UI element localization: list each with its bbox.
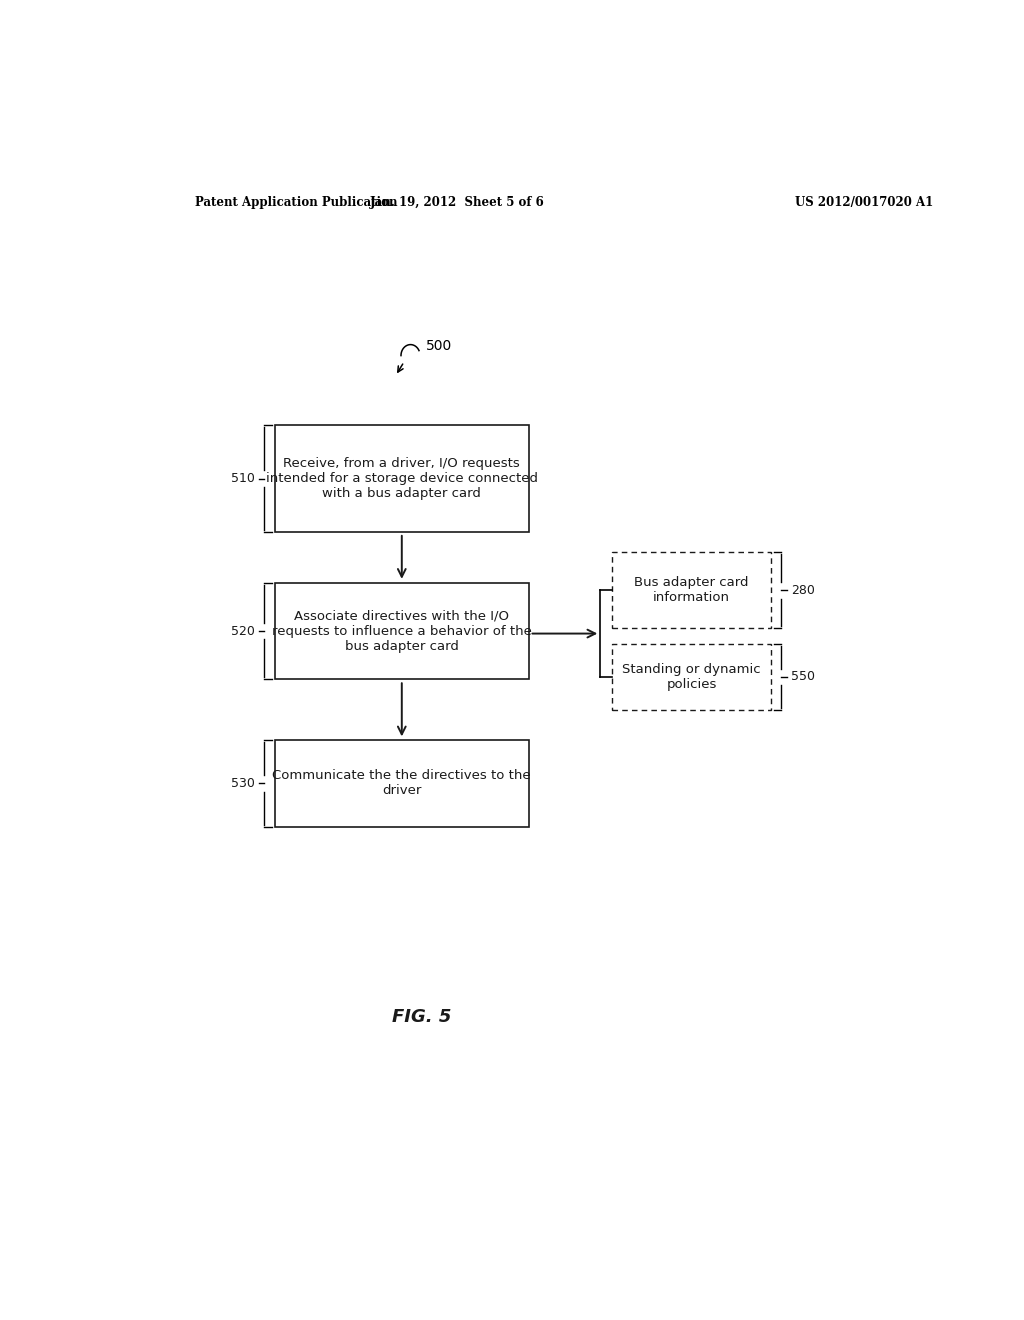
Text: FIG. 5: FIG. 5 <box>392 1008 452 1026</box>
Text: 530: 530 <box>231 777 255 789</box>
Text: Patent Application Publication: Patent Application Publication <box>196 195 398 209</box>
Text: 520: 520 <box>231 624 255 638</box>
Text: 280: 280 <box>792 583 815 597</box>
Text: 550: 550 <box>792 671 815 684</box>
Text: Standing or dynamic
policies: Standing or dynamic policies <box>623 663 761 690</box>
Text: US 2012/0017020 A1: US 2012/0017020 A1 <box>795 195 933 209</box>
Text: Associate directives with the I/O
requests to influence a behavior of the
bus ad: Associate directives with the I/O reques… <box>271 610 531 652</box>
Text: Receive, from a driver, I/O requests
intended for a storage device connected
wit: Receive, from a driver, I/O requests int… <box>266 457 538 500</box>
Text: 500: 500 <box>426 339 452 354</box>
Bar <box>274 582 528 680</box>
Bar <box>612 644 771 710</box>
Bar <box>274 425 528 532</box>
Text: Jan. 19, 2012  Sheet 5 of 6: Jan. 19, 2012 Sheet 5 of 6 <box>370 195 545 209</box>
Bar <box>612 552 771 628</box>
Bar <box>274 741 528 826</box>
Text: Communicate the the directives to the
driver: Communicate the the directives to the dr… <box>272 770 531 797</box>
Text: 510: 510 <box>231 473 255 484</box>
Text: Bus adapter card
information: Bus adapter card information <box>634 577 749 605</box>
